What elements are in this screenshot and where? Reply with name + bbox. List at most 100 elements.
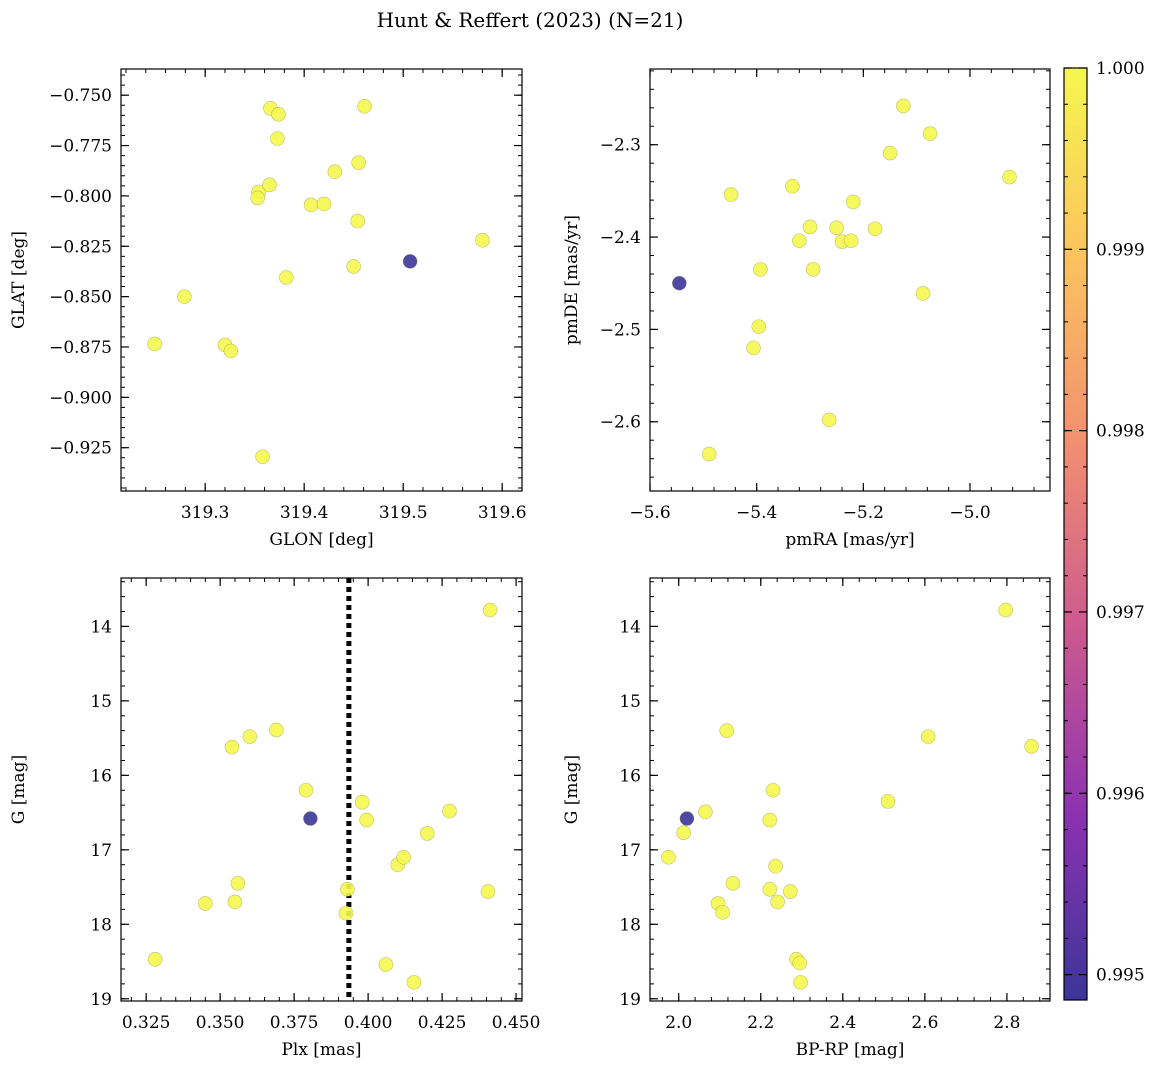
scatter-point [327, 164, 343, 180]
x-tick-label: 2.8 [993, 1013, 1020, 1033]
scatter-point [785, 178, 800, 194]
scatter-point [880, 794, 896, 809]
scatter-point [227, 894, 243, 910]
x-tick-label: −5.4 [736, 503, 777, 523]
axes-frame [649, 577, 1051, 1002]
y-tick-label: 15 [619, 692, 641, 712]
scatter-point [751, 319, 767, 334]
x-tick-label: 0.425 [418, 1013, 467, 1033]
y-tick-label: −0.850 [49, 288, 112, 308]
scatter-point [359, 812, 374, 828]
y-tick-label: 14 [90, 617, 112, 637]
panel-bprp-g: 2.0 2.2 2.4 2.6 2.8 14 15 16 17 18 19 BP-RP [mag] G … [562, 577, 1051, 1060]
scatter-point [896, 98, 911, 114]
y-tick-label: 16 [619, 766, 641, 786]
x-tick-label: 319.4 [280, 503, 329, 523]
scatter-point [338, 905, 354, 921]
scatter-point [922, 126, 938, 141]
scatter-point [792, 955, 808, 971]
scatter-point [753, 262, 768, 277]
colorbar-tick-label: 0.995 [1096, 966, 1145, 986]
scatter-point [672, 275, 687, 291]
scatter-point [419, 826, 435, 841]
scatter-point [198, 896, 213, 911]
colorbar: 0.995 0.996 0.997 0.998 0.999 1.000 [1063, 59, 1145, 1001]
scatter-point [378, 957, 394, 972]
colorbar-gradient [1063, 67, 1088, 1001]
x-tick-label: 319.6 [478, 503, 527, 523]
scatter-point [147, 951, 163, 967]
scatter-point [224, 739, 240, 755]
y-tick-label: 19 [90, 990, 112, 1010]
y-tick-label: −0.825 [49, 237, 112, 257]
scatter-point [765, 782, 781, 798]
scatter-point [723, 187, 739, 202]
axes-frame [120, 68, 523, 492]
scatter-point [725, 876, 741, 891]
scatter-point [442, 803, 457, 819]
scatter-point [701, 446, 717, 462]
figure-title: Hunt & Reffert (2023) (N=21) [377, 8, 684, 32]
x-tick-label: −5.2 [843, 503, 884, 523]
y-tick-label: 18 [619, 915, 641, 935]
scatter-point [829, 220, 844, 236]
y-tick-label: −0.875 [49, 338, 112, 358]
scatter-point [719, 723, 735, 738]
y-tick-label: −0.800 [49, 187, 112, 207]
y-tick-label: −0.925 [49, 439, 112, 459]
colorbar-tick-label: 0.999 [1096, 240, 1145, 260]
scatter-point [177, 289, 192, 304]
scatter-point [250, 190, 265, 206]
x-tick-label: 319.5 [379, 503, 428, 523]
colorbar-tick-label: 0.997 [1096, 603, 1145, 623]
scatter-point [770, 894, 785, 910]
y-tick-label: −0.750 [49, 86, 112, 106]
scatter-point [303, 197, 319, 213]
x-tick-label: 2.0 [665, 1013, 692, 1033]
x-tick-label: 319.3 [181, 503, 230, 523]
scatter-point [762, 881, 778, 897]
x-axis-label: Plx [mas] [281, 1040, 361, 1060]
y-tick-label: 18 [90, 915, 112, 935]
scatter-point [351, 155, 366, 170]
scatter-point [279, 270, 294, 285]
scatter-point [475, 232, 490, 248]
y-tick-label: −2.6 [600, 413, 641, 433]
axes-frame [120, 577, 523, 1002]
y-tick-label: −2.4 [600, 228, 641, 248]
colorbar-tick-label: 1.000 [1096, 59, 1145, 79]
scatter-point [147, 336, 162, 352]
scatter-point [845, 194, 861, 210]
y-tick-label: 16 [90, 766, 112, 786]
scatter-point [768, 858, 783, 874]
scatter-point [793, 975, 808, 990]
y-tick-label: −2.3 [600, 136, 641, 156]
y-tick-label: 17 [619, 841, 641, 861]
scatter-point [661, 849, 676, 865]
scatter-point [920, 729, 936, 744]
scatter-point [270, 131, 285, 146]
scatter-point [480, 884, 496, 899]
colorbar-tick-label: 0.996 [1096, 784, 1145, 804]
x-tick-label: 0.375 [270, 1013, 319, 1033]
scatter-point [255, 449, 270, 465]
x-axis-label: pmRA [mas/yr] [785, 530, 914, 550]
axes-frame [649, 68, 1051, 492]
y-tick-label: 17 [90, 841, 112, 861]
scatter-point [402, 254, 418, 269]
scatter-point [482, 602, 498, 618]
scatter-point [396, 849, 411, 865]
scatter-point [821, 412, 837, 428]
scatter-point [223, 343, 239, 359]
scatter-point [762, 812, 778, 828]
x-axis-label: GLON [deg] [269, 530, 373, 550]
scatter-point [269, 722, 284, 738]
x-tick-label: 2.2 [747, 1013, 774, 1033]
scatter-point [1024, 739, 1039, 754]
scatter-point [783, 884, 798, 899]
x-tick-label: 0.400 [344, 1013, 393, 1033]
scatter-point [998, 602, 1013, 618]
x-tick-label: 2.4 [829, 1013, 856, 1033]
scatter-point [346, 259, 361, 274]
